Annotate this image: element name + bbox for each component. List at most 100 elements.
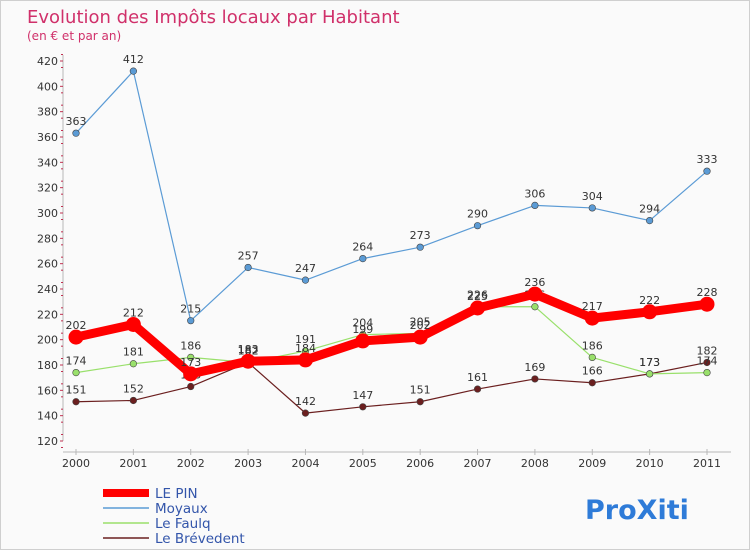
data-point <box>416 243 424 251</box>
data-label: 174 <box>66 355 87 368</box>
data-point <box>531 375 539 383</box>
x-tick-label: 2011 <box>693 457 721 470</box>
y-tick-label: 120 <box>37 435 58 448</box>
x-tick-label: 2002 <box>177 457 205 470</box>
x-tick-label: 2008 <box>521 457 549 470</box>
data-point <box>642 304 658 320</box>
series-moyaux: 363 412 215 257 247 264 273 290 306 304 294 333 <box>66 53 718 325</box>
data-point <box>588 204 596 212</box>
data-label: 173 <box>639 356 660 369</box>
y-tick-label: 320 <box>37 182 58 195</box>
y-tick-label: 160 <box>37 384 58 397</box>
data-label: 205 <box>410 315 431 328</box>
series-line <box>75 70 708 322</box>
y-tick-label: 180 <box>37 359 58 372</box>
data-label: 169 <box>524 361 545 374</box>
data-label: 182 <box>238 344 259 357</box>
data-point <box>531 303 539 311</box>
data-label: 290 <box>467 208 488 221</box>
data-point <box>359 403 367 411</box>
data-label: 333 <box>697 153 718 166</box>
data-point <box>72 369 80 377</box>
data-label: 228 <box>697 286 718 299</box>
data-point <box>297 352 313 368</box>
data-point <box>187 353 195 362</box>
x-tick-label: 2005 <box>349 457 377 470</box>
data-label: 186 <box>582 339 603 352</box>
x-tick-label: 2009 <box>578 457 606 470</box>
x-tick-label: 2003 <box>234 457 262 470</box>
data-label: 174 <box>697 355 718 368</box>
data-label: 152 <box>123 382 144 395</box>
data-label: 181 <box>123 346 144 359</box>
data-point <box>531 201 539 209</box>
legend-label: Le Brévedent <box>155 531 245 547</box>
y-tick-label: 380 <box>37 106 58 119</box>
legend-label: Le Faulq <box>155 516 211 532</box>
data-label: 412 <box>123 53 144 66</box>
data-point <box>72 129 80 137</box>
data-label: 147 <box>352 389 373 402</box>
data-point <box>703 167 711 175</box>
data-label: 225 <box>467 290 488 303</box>
data-label: 294 <box>639 203 660 216</box>
data-label: 173 <box>180 356 201 369</box>
data-label: 173 <box>639 356 660 369</box>
data-point <box>588 379 596 387</box>
data-label: 199 <box>352 323 373 336</box>
data-label: 306 <box>524 187 545 200</box>
data-point <box>301 276 310 284</box>
data-point <box>240 353 256 369</box>
legend-label: Moyaux <box>155 501 208 517</box>
data-label: 247 <box>295 262 316 275</box>
data-point <box>699 296 715 312</box>
data-label: 182 <box>238 344 259 357</box>
y-tick-label: 200 <box>37 334 58 347</box>
data-point <box>129 67 137 75</box>
data-point <box>129 396 137 405</box>
data-point <box>703 369 711 377</box>
x-tick-label: 2007 <box>464 457 492 470</box>
data-label: 226 <box>467 289 488 302</box>
data-point <box>584 310 600 326</box>
y-tick-label: 140 <box>37 410 58 423</box>
data-label: 222 <box>639 294 660 307</box>
data-label: 182 <box>697 344 718 357</box>
series-le-faulq: 174181186182191204205226226186173174 <box>66 289 718 378</box>
data-point <box>187 317 195 325</box>
data-point <box>129 360 137 368</box>
x-tick-label: 2006 <box>406 457 434 470</box>
data-label: 186 <box>180 339 201 352</box>
data-label: 264 <box>352 241 373 254</box>
series-le-pin: 202 212 173 183 184 199 202 225 236 217 222 228 <box>66 276 718 382</box>
data-label: 257 <box>238 249 259 262</box>
y-tick-label: 360 <box>37 131 58 144</box>
data-point <box>72 398 80 406</box>
data-label: 161 <box>467 371 488 384</box>
x-tick-label: 2010 <box>636 457 664 470</box>
data-label: 151 <box>410 384 431 397</box>
data-point <box>244 263 252 272</box>
series-group: 1511521631821421471511611691661731821741… <box>66 53 718 417</box>
data-point <box>588 353 596 362</box>
y-tick-label: 420 <box>37 55 58 68</box>
data-label: 236 <box>524 276 545 289</box>
data-label: 217 <box>582 300 603 313</box>
data-label: 166 <box>582 365 603 378</box>
series-line <box>75 306 708 375</box>
data-point <box>416 398 424 406</box>
data-point <box>187 382 195 391</box>
data-label: 202 <box>410 319 431 332</box>
data-label: 191 <box>295 333 316 346</box>
data-label: 273 <box>410 229 431 242</box>
y-tick-label: 400 <box>37 80 58 93</box>
legend-label: LE PIN <box>155 486 198 502</box>
data-point <box>412 329 428 345</box>
series-line <box>75 361 708 414</box>
data-point <box>646 217 654 225</box>
data-point <box>125 316 141 332</box>
data-point <box>473 222 482 230</box>
y-tick-label: 260 <box>37 258 58 271</box>
